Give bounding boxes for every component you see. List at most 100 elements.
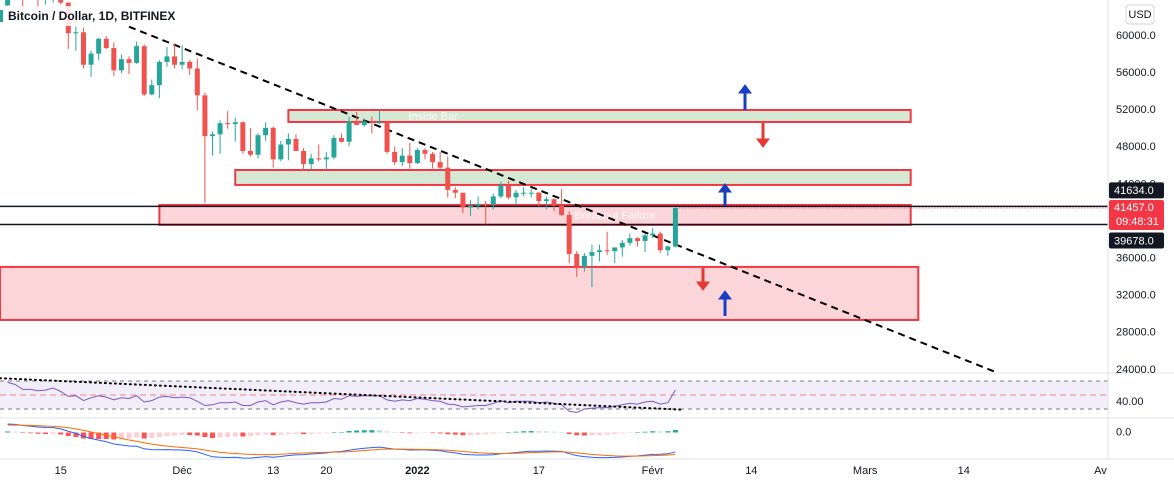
candle-body <box>475 203 481 206</box>
candle-body <box>483 203 489 205</box>
macd-histogram-bar <box>202 432 208 437</box>
zone-label: Breakout Failure <box>574 210 655 222</box>
macd-histogram-bar <box>285 432 291 435</box>
level-label: 39678.0 <box>1114 235 1154 247</box>
macd-histogram-bar <box>58 432 64 435</box>
candle-body <box>384 122 390 152</box>
candle-body <box>528 192 534 194</box>
candle-body <box>202 95 208 137</box>
candle-body <box>255 135 261 155</box>
macd-histogram-bar <box>619 432 625 434</box>
macd-histogram-bar <box>468 432 474 436</box>
macd-histogram-bar <box>566 432 572 434</box>
x-tick-label: 14 <box>958 465 970 477</box>
macd-histogram-bar <box>665 431 671 433</box>
annotation-arrows <box>696 84 770 316</box>
countdown: 09:48:31 <box>1116 216 1159 228</box>
macd-histogram-bar <box>65 432 71 436</box>
macd-histogram-bar <box>505 432 511 433</box>
candle-body <box>80 32 86 65</box>
macd-histogram-bar <box>589 432 595 436</box>
candle-body <box>247 150 253 155</box>
macd-histogram-bar <box>361 430 367 433</box>
macd-histogram-bar <box>559 432 565 433</box>
macd-histogram-bar <box>452 432 458 435</box>
macd-histogram-bar <box>35 432 41 434</box>
candle-body <box>141 46 147 95</box>
macd-histogram-bar <box>255 432 261 436</box>
candle-body <box>270 127 276 160</box>
candle-body <box>634 238 640 241</box>
macd-histogram-bar <box>88 432 94 439</box>
macd-histogram-bar <box>430 432 436 434</box>
macd-histogram-bar <box>323 432 329 434</box>
candle-body <box>399 155 405 163</box>
macd-histogram-bar <box>141 432 147 439</box>
macd-histogram-bar <box>263 432 269 435</box>
candle-body <box>187 61 193 69</box>
macd-histogram-bar <box>308 432 314 434</box>
macd-histogram-bar <box>414 432 420 433</box>
rsi-tick-label: 40.00 <box>1116 396 1144 408</box>
candle-body <box>521 192 527 194</box>
candle-body <box>96 38 102 54</box>
x-tick-label: Déc <box>172 465 192 477</box>
candle-body <box>445 167 451 190</box>
candle-body <box>111 48 117 71</box>
candle-body <box>414 150 420 164</box>
macd-histogram-bar <box>475 432 481 435</box>
macd-histogram-bar <box>513 431 519 433</box>
candle-body <box>490 196 496 205</box>
candle-body <box>498 185 504 197</box>
macd-histogram-bar <box>407 432 413 434</box>
macd-histogram-bar <box>543 431 549 433</box>
y-tick-label: 56000.0 <box>1116 67 1156 79</box>
macd-histogram-bar <box>627 432 633 433</box>
zone <box>234 169 912 186</box>
price-pane: Inside Bar Breakout Failure <box>0 0 1108 372</box>
macd-histogram-bar <box>634 432 640 433</box>
macd-histogram-bar <box>134 432 140 438</box>
title-bg <box>0 6 182 26</box>
y-tick-label: 48000.0 <box>1116 141 1156 153</box>
macd-histogram-bar <box>612 432 618 434</box>
candle-body <box>5 0 11 6</box>
candle-body <box>612 247 618 252</box>
candle-body <box>672 207 678 247</box>
macd-histogram-bar <box>156 432 162 437</box>
candle-body <box>194 68 200 96</box>
currency: USD <box>1128 9 1151 21</box>
zone <box>158 203 912 226</box>
rsi-line <box>7 381 676 414</box>
macd-tick-label: 0.0 <box>1116 426 1131 438</box>
macd-histogram-bar <box>597 432 603 436</box>
macd-histogram-bar <box>103 432 109 439</box>
macd-histogram-bar <box>536 431 542 433</box>
macd-histogram-bar <box>20 432 26 433</box>
rsi-trend-line <box>0 377 685 411</box>
candle-body <box>118 59 124 71</box>
candle-body <box>604 250 610 252</box>
candle-body <box>285 138 291 145</box>
macd-histogram-bar <box>604 432 610 435</box>
macd-histogram-bar <box>498 432 504 433</box>
candle-body <box>392 151 398 163</box>
candle-body <box>581 255 587 267</box>
y-tick-label: 32000.0 <box>1116 290 1156 302</box>
candle-body <box>103 38 109 49</box>
chart-title: Bitcoin / Dollar, 1D, BITFINEX <box>8 9 175 23</box>
macd-histogram-bar <box>490 432 496 434</box>
candle-body <box>225 123 231 125</box>
macd-histogram-bar <box>187 432 193 435</box>
level-box <box>1109 182 1164 199</box>
currency-box[interactable] <box>1125 4 1155 25</box>
macd-histogram-bar <box>111 432 117 440</box>
candle-body <box>468 205 474 208</box>
candle-body <box>172 56 178 65</box>
candle-body <box>376 122 382 124</box>
zone-label: Inside Bar <box>408 111 458 123</box>
x-tick-label: 2022 <box>405 465 429 477</box>
candle-body <box>430 153 436 163</box>
x-tick-label: Mars <box>853 465 878 477</box>
candle-body <box>505 185 511 198</box>
